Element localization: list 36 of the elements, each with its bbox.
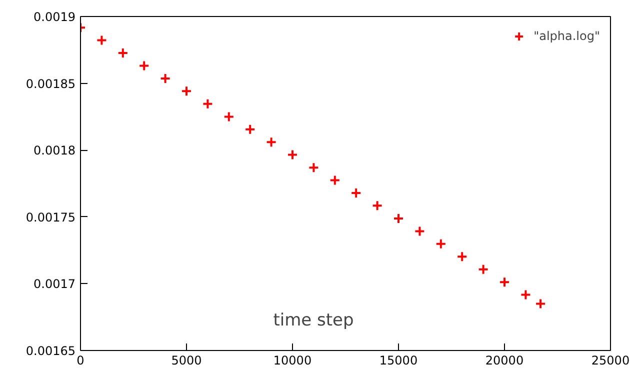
- point: [393, 213, 404, 224]
- x-tick-label: 5000: [171, 354, 202, 368]
- x-tick-label: 0: [76, 354, 84, 368]
- y-tick-label: 0.0017: [34, 277, 76, 292]
- point: [287, 149, 298, 160]
- point: [181, 86, 192, 97]
- y-tick-label: 0.00165: [26, 344, 76, 358]
- x-axis-title: time step: [273, 310, 354, 330]
- point: [223, 111, 234, 122]
- point: [414, 226, 426, 237]
- point: [350, 187, 362, 198]
- legend-label: "alpha.log": [534, 29, 600, 43]
- point: [266, 136, 277, 148]
- point: [372, 200, 383, 212]
- y-tick-label: 0.0019: [34, 10, 76, 24]
- y-tick-label: 0.00175: [26, 210, 76, 224]
- x-tick-label: 10000: [273, 354, 312, 368]
- point: [160, 72, 171, 84]
- y-tick-label: 0.0018: [34, 144, 76, 158]
- x-tick-label: 25000: [591, 354, 630, 368]
- x-tick-label: 15000: [379, 354, 418, 368]
- point: [478, 264, 489, 275]
- point: [202, 98, 214, 110]
- point: [499, 276, 510, 288]
- y-tick-label: 0.00185: [26, 76, 76, 91]
- point: [117, 47, 128, 58]
- point: [329, 174, 340, 186]
- x-tick-label: 20000: [485, 354, 524, 368]
- point: [96, 34, 108, 46]
- point: [435, 238, 446, 250]
- point: [308, 162, 320, 174]
- point: [456, 251, 468, 262]
- point: [520, 289, 532, 300]
- point: [138, 60, 150, 72]
- point: [535, 298, 546, 310]
- point: [244, 124, 256, 135]
